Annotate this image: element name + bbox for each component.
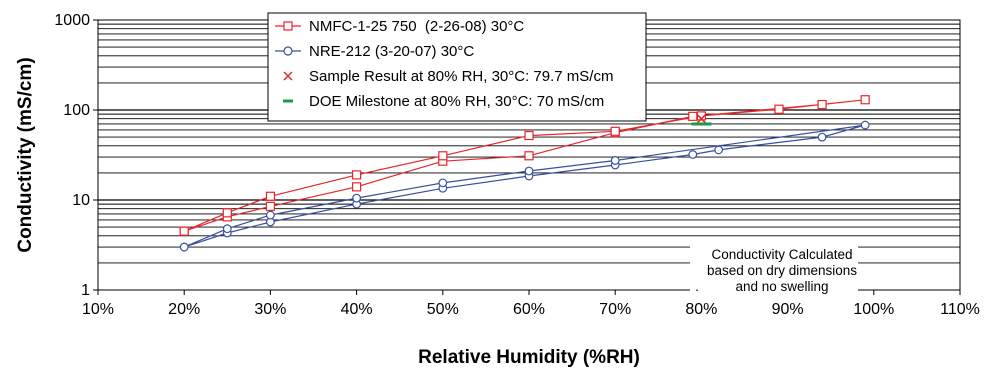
x-axis: 10% 20% 30% 40% 50% 60% 70% 80% 90% 100% 110% (82, 290, 980, 318)
data-point (860, 95, 870, 105)
data-point (524, 166, 534, 176)
data-point (524, 151, 534, 161)
annotation-background (690, 244, 858, 296)
x-tick-label: 70% (599, 301, 631, 318)
data-point (688, 111, 698, 121)
x-tick-label: 110% (940, 301, 980, 318)
legend-marker-square (283, 21, 293, 31)
data-point (610, 156, 620, 165)
series-3 (696, 114, 706, 124)
series-line (183, 124, 866, 248)
annotation-line-1: Conductivity Calculated (711, 247, 852, 262)
data-point (696, 114, 706, 124)
legend-label-doe: DOE Milestone at 80% RH, 30°C: 70 mS/cm (309, 93, 604, 110)
data-point (817, 99, 827, 110)
x-tick-label: 30% (254, 301, 286, 318)
annotation: Conductivity Calculated based on dry dim… (690, 244, 858, 296)
x-tick-label: 10% (82, 301, 114, 318)
series-1 (179, 95, 870, 236)
x-axis-title: Relative Humidity (%RH) (418, 347, 640, 368)
legend-label-nmfc: NMFC-1-25 750 (2-26-08) 30°C (309, 18, 524, 35)
data-point (688, 150, 698, 159)
data-point (266, 210, 275, 220)
data-point (179, 226, 189, 236)
legend-label-sample: Sample Result at 80% RH, 30°C: 79.7 mS/c… (309, 68, 613, 85)
series-layer (179, 95, 870, 252)
legend: NMFC-1-25 750 (2-26-08) 30°C NRE-212 (3-… (267, 12, 647, 122)
data-point (860, 120, 870, 130)
data-point (265, 191, 275, 201)
data-point (179, 242, 189, 252)
data-point (265, 201, 275, 211)
legend-label-nre: NRE-212 (3-20-07) 30°C (309, 43, 474, 60)
data-point (610, 126, 620, 136)
y-axis: 1 10 100 1000 (54, 12, 98, 299)
data-point (352, 182, 362, 192)
y-tick-label: 1000 (54, 12, 90, 29)
x-tick-label: 40% (341, 301, 373, 318)
data-point (714, 145, 724, 155)
annotation-line-2: based on dry dimensions (707, 263, 857, 278)
data-point (774, 104, 784, 114)
data-point (438, 151, 448, 161)
legend-marker-x (283, 71, 293, 81)
data-point (438, 178, 448, 188)
y-axis-title: Conductivity (mS/cm) (15, 57, 36, 252)
x-tick-label: 80% (685, 301, 717, 318)
data-point (524, 130, 534, 141)
data-point (222, 224, 232, 234)
y-tick-label: 1 (81, 282, 90, 299)
legend-box (267, 12, 647, 122)
y-tick-label: 100 (63, 102, 90, 119)
x-tick-label: 60% (513, 301, 545, 318)
series-2 (179, 120, 870, 252)
x-tick-label: 100% (853, 301, 894, 318)
data-point (222, 208, 232, 218)
data-point (352, 193, 362, 203)
data-point (817, 132, 827, 142)
x-tick-label: 20% (168, 301, 200, 318)
annotation-dot: . (695, 279, 699, 294)
legend-marker-circle (283, 46, 293, 56)
y-tick-label: 10 (72, 192, 90, 209)
x-tick-label: 90% (772, 301, 804, 318)
annotation-line-3: and no swelling (735, 279, 828, 294)
data-point (352, 170, 362, 180)
x-tick-label: 50% (427, 301, 459, 318)
